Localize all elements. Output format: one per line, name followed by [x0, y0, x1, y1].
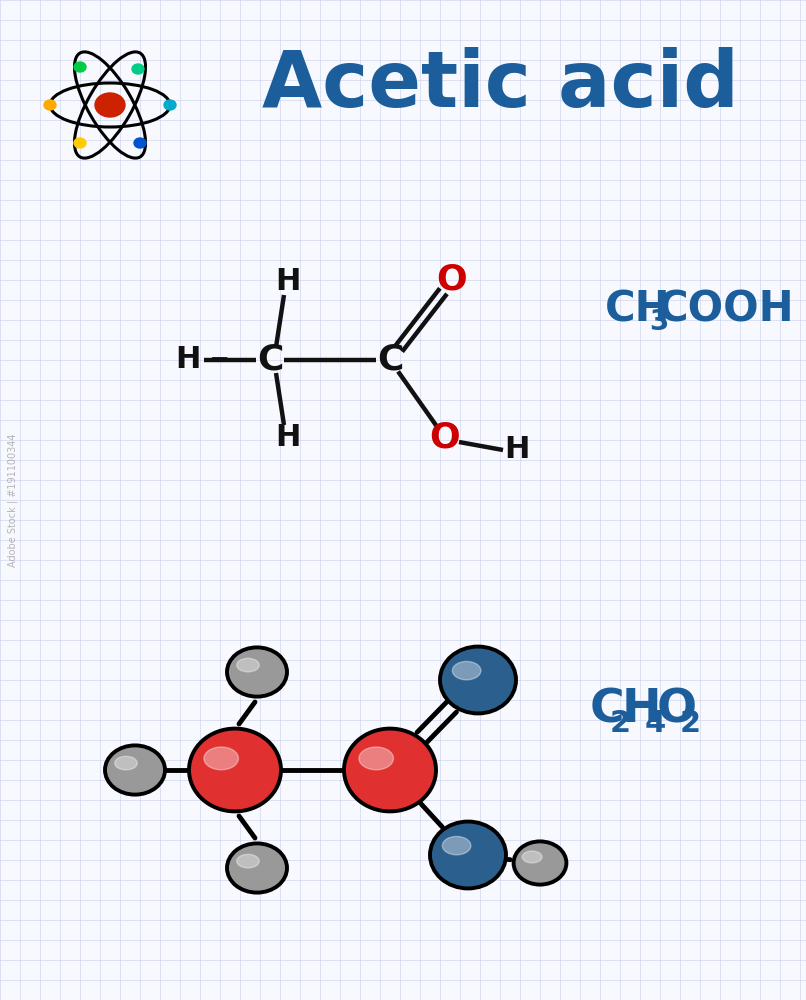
Ellipse shape [522, 851, 542, 863]
Text: H: H [276, 424, 301, 452]
Text: C: C [257, 343, 283, 377]
Ellipse shape [430, 822, 506, 888]
Text: H: H [622, 688, 662, 732]
Ellipse shape [204, 747, 239, 770]
Text: H: H [176, 346, 201, 374]
Ellipse shape [359, 747, 393, 770]
Text: 2: 2 [610, 710, 631, 738]
Ellipse shape [44, 100, 56, 110]
Ellipse shape [237, 658, 260, 672]
Text: –: – [210, 340, 230, 378]
Text: 2: 2 [680, 710, 701, 738]
Text: Adobe Stock | #191100344: Adobe Stock | #191100344 [8, 433, 19, 567]
Ellipse shape [114, 756, 137, 770]
Ellipse shape [513, 841, 567, 885]
Text: H: H [276, 267, 301, 296]
Ellipse shape [95, 93, 125, 117]
Ellipse shape [440, 647, 516, 713]
Ellipse shape [189, 729, 281, 811]
Ellipse shape [227, 843, 287, 893]
Text: Acetic acid: Acetic acid [262, 47, 738, 123]
Ellipse shape [105, 745, 165, 795]
Ellipse shape [74, 62, 86, 72]
Text: O: O [437, 263, 467, 297]
Text: O: O [430, 421, 460, 455]
Ellipse shape [237, 854, 260, 868]
Text: COOH: COOH [658, 289, 795, 331]
Text: C: C [377, 343, 403, 377]
Text: C: C [590, 688, 625, 732]
Text: O: O [657, 688, 697, 732]
Text: H: H [505, 436, 530, 464]
Text: 3: 3 [649, 308, 668, 336]
Text: 4: 4 [645, 710, 667, 738]
Ellipse shape [132, 64, 144, 74]
Ellipse shape [442, 836, 471, 855]
Ellipse shape [452, 661, 481, 680]
Ellipse shape [134, 138, 146, 148]
Ellipse shape [227, 647, 287, 697]
Ellipse shape [74, 138, 86, 148]
Ellipse shape [344, 729, 436, 811]
Text: CH: CH [605, 289, 671, 331]
Ellipse shape [164, 100, 176, 110]
